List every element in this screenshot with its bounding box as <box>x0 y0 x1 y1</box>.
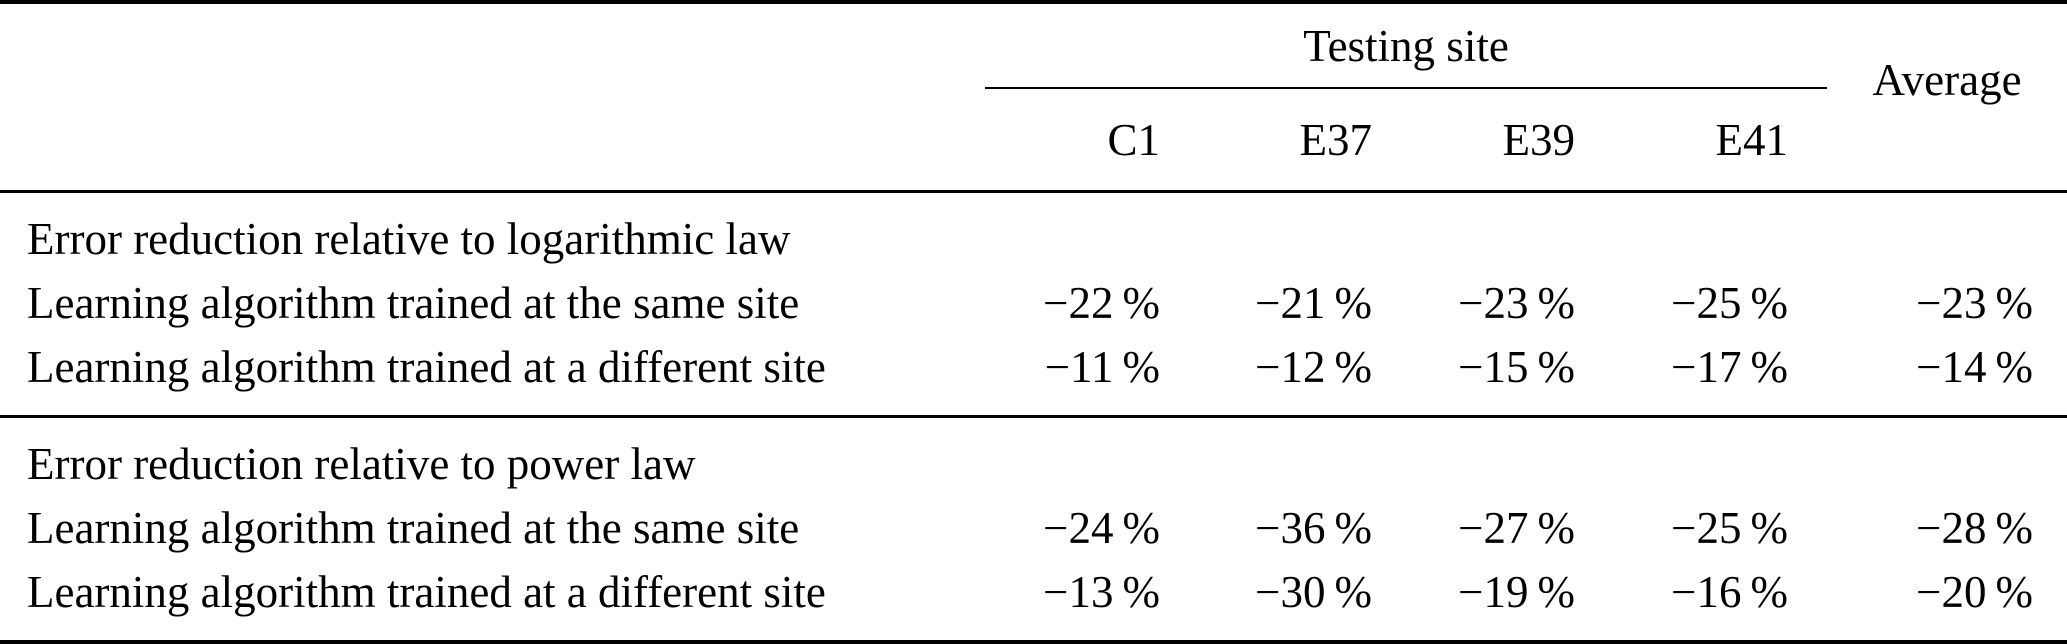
value-cell-e41: −25 % <box>1671 503 1789 553</box>
column-header-e39: E39 <box>1502 114 1576 165</box>
table-row: Learning algorithm trained at the same s… <box>0 271 2067 335</box>
value-cell-e37: −12 % <box>1255 342 1372 392</box>
column-header-e41: E41 <box>1715 114 1789 165</box>
row-label: Learning algorithm trained at a differen… <box>27 342 826 392</box>
value-cell-e37: −36 % <box>1255 503 1372 553</box>
row-label: Learning algorithm trained at the same s… <box>27 503 800 553</box>
value-cell-c1: −13 % <box>1043 567 1160 617</box>
section-title: Error reduction relative to logarithmic … <box>27 214 791 264</box>
value-cell-c1: −11 % <box>1044 342 1160 392</box>
value-cell-e41: −17 % <box>1671 342 1789 392</box>
section-logarithmic-law: Error reduction relative to logarithmic … <box>0 191 2067 417</box>
average-column-header: Average <box>1872 55 2022 105</box>
table-row: Learning algorithm trained at a differen… <box>0 560 2067 642</box>
section-power-law: Error reduction relative to power law Le… <box>0 416 2067 643</box>
testing-site-group-header: Testing site <box>985 2 1828 89</box>
value-cell-average: −23 % <box>1916 278 2034 328</box>
header-group-row: Testing site Average <box>0 2 2067 105</box>
table-header: Testing site Average C1 E37 E39 E41 <box>0 2 2067 192</box>
value-cell-e41: −16 % <box>1671 567 1789 617</box>
value-cell-e37: −30 % <box>1255 567 1372 617</box>
value-cell-average: −28 % <box>1916 503 2034 553</box>
value-cell-e39: −23 % <box>1458 278 1575 328</box>
row-label: Learning algorithm trained at a differen… <box>27 567 826 617</box>
table-row: Learning algorithm trained at the same s… <box>0 496 2067 560</box>
value-cell-e37: −21 % <box>1255 278 1372 328</box>
value-cell-e39: −15 % <box>1458 342 1575 392</box>
header-spacer-cell <box>0 88 985 192</box>
column-header-e37: E37 <box>1299 114 1373 165</box>
table-row: Learning algorithm trained at a differen… <box>0 335 2067 417</box>
row-label: Learning algorithm trained at the same s… <box>27 278 800 328</box>
header-columns-row: C1 E37 E39 E41 <box>0 88 2067 192</box>
header-spacer-cell <box>0 2 985 88</box>
value-cell-e39: −19 % <box>1458 567 1575 617</box>
section-title: Error reduction relative to power law <box>27 439 696 489</box>
value-cell-e41: −25 % <box>1671 278 1789 328</box>
section-title-row: Error reduction relative to power law <box>0 417 2067 497</box>
value-cell-average: −14 % <box>1916 342 2034 392</box>
value-cell-average: −20 % <box>1916 567 2034 617</box>
section-title-row: Error reduction relative to logarithmic … <box>0 192 2067 272</box>
value-cell-e39: −27 % <box>1458 503 1575 553</box>
value-cell-c1: −24 % <box>1043 503 1160 553</box>
column-header-c1: C1 <box>1107 114 1160 165</box>
value-cell-c1: −22 % <box>1043 278 1160 328</box>
